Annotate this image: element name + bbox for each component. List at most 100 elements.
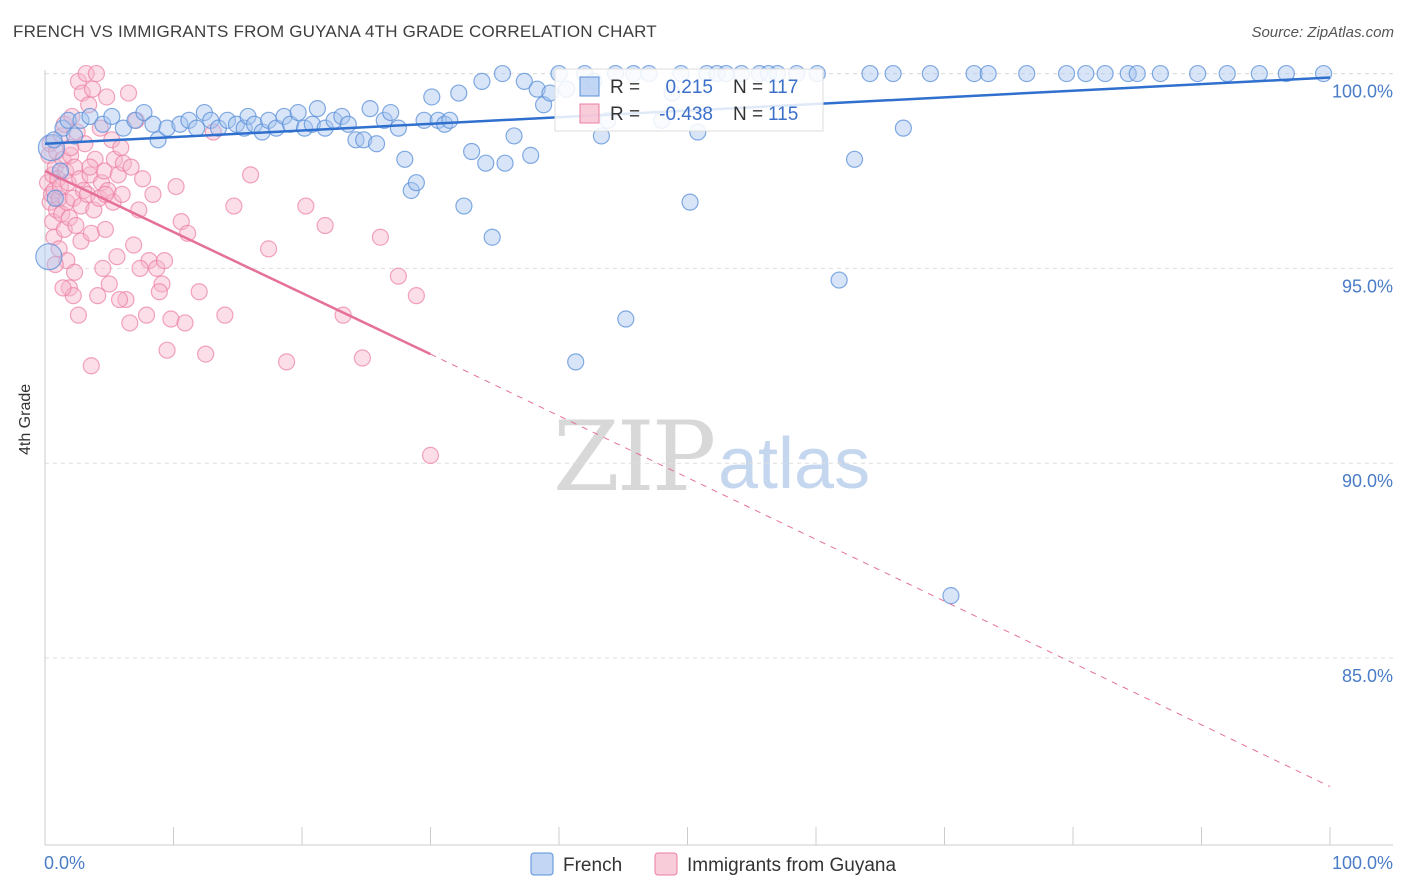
french-point xyxy=(1189,64,1207,83)
guyana-point xyxy=(60,279,79,297)
guyana-point xyxy=(96,220,114,239)
french-point xyxy=(382,103,400,122)
guyana-point xyxy=(176,314,194,332)
french-point xyxy=(1250,64,1268,83)
guyana-point xyxy=(114,154,132,172)
guyana-point xyxy=(389,267,407,285)
guyana-point xyxy=(125,236,143,254)
guyana-point xyxy=(108,248,126,266)
guyana-point xyxy=(95,162,113,180)
guyana-point xyxy=(353,349,371,367)
french-point xyxy=(921,64,939,83)
legend-r-value-guyana: -0.438 xyxy=(659,104,713,125)
french-point xyxy=(1218,64,1236,83)
french-point xyxy=(423,88,441,106)
guyana-point xyxy=(67,216,85,235)
french-point xyxy=(894,119,912,137)
french-point xyxy=(473,72,491,90)
legend-swatch-french xyxy=(579,76,600,97)
french-point xyxy=(496,154,514,172)
guyana-point xyxy=(69,306,88,324)
french-point xyxy=(830,271,848,289)
guyana-point xyxy=(155,251,174,270)
watermark-zip: ZIP xyxy=(553,401,714,513)
french-points xyxy=(35,64,1333,605)
guyana-point xyxy=(119,84,138,102)
french-point xyxy=(81,107,99,126)
french-point xyxy=(103,107,121,126)
guyana-point xyxy=(259,240,278,258)
guyana-point xyxy=(162,310,180,328)
french-point xyxy=(303,115,321,133)
french-point xyxy=(218,111,237,129)
watermark: ZIP atlas xyxy=(553,401,870,513)
french-point xyxy=(361,100,379,118)
french-point xyxy=(528,80,546,98)
legend-n-value-guyana: 115 xyxy=(768,104,798,125)
y-tick-labels: 100.0% 95.0% 90.0% 85.0% xyxy=(1332,82,1393,686)
french-point xyxy=(493,64,512,83)
french-point xyxy=(367,135,386,153)
guyana-point xyxy=(94,259,112,277)
stats-legend-box xyxy=(554,68,824,132)
legend-r-value-french: 0.215 xyxy=(665,77,713,98)
watermark-atlas: atlas xyxy=(718,424,870,504)
guyana-point xyxy=(216,306,234,324)
french-point xyxy=(72,111,90,129)
french-point xyxy=(339,115,357,133)
legend-r-label-french: R = xyxy=(610,77,640,98)
guyana-trend-line xyxy=(44,169,432,356)
french-point xyxy=(567,353,585,371)
bottom-legend-label-french: French xyxy=(563,855,622,876)
french-point xyxy=(942,587,960,605)
french-point xyxy=(149,131,167,149)
french-point xyxy=(65,127,84,145)
french-point xyxy=(1057,64,1076,83)
y-tick-label: 85.0% xyxy=(1342,666,1393,686)
guyana-point xyxy=(122,158,140,176)
legend-n-value-french: 117 xyxy=(768,77,798,98)
french-point xyxy=(617,310,635,328)
french-point xyxy=(389,119,407,137)
french-point xyxy=(1077,64,1095,83)
guyana-point xyxy=(297,197,315,215)
french-point xyxy=(884,64,902,83)
y-tick-label: 100.0% xyxy=(1332,82,1393,102)
grid xyxy=(45,73,1393,659)
y-tick-label: 95.0% xyxy=(1342,276,1393,296)
french-point xyxy=(463,142,481,161)
guyana-point xyxy=(407,287,425,305)
guyana-point xyxy=(121,314,139,332)
guyana-point xyxy=(190,283,208,301)
guyana-point xyxy=(421,446,440,464)
french-point xyxy=(861,64,879,83)
guyana-point xyxy=(225,197,243,215)
guyana-point xyxy=(100,275,118,293)
french-point xyxy=(965,64,983,83)
guyana-point xyxy=(131,259,149,277)
french-point xyxy=(289,103,307,122)
guyana-points xyxy=(38,64,440,464)
french-point xyxy=(188,119,206,137)
french-point xyxy=(505,127,523,145)
chart-title: FRENCH VS IMMIGRANTS FROM GUYANA 4TH GRA… xyxy=(13,22,657,41)
guyana-point xyxy=(83,80,102,98)
french-point xyxy=(1096,64,1114,83)
legend-r-label-guyana: R = xyxy=(610,104,640,125)
french-point xyxy=(979,64,997,83)
guyana-point xyxy=(144,185,162,203)
guyana-point xyxy=(89,287,107,305)
french-point xyxy=(477,154,495,172)
french-point xyxy=(450,84,468,102)
guyana-point xyxy=(81,158,99,176)
french-point xyxy=(1277,64,1295,83)
x-tick-label-max: 100.0% xyxy=(1332,853,1393,873)
french-point xyxy=(396,150,414,168)
french-point xyxy=(295,119,314,137)
guyana-point xyxy=(54,279,72,297)
guyana-point xyxy=(65,263,84,281)
french-point xyxy=(308,100,327,118)
french-point xyxy=(355,131,373,149)
guyana-point xyxy=(112,139,130,157)
